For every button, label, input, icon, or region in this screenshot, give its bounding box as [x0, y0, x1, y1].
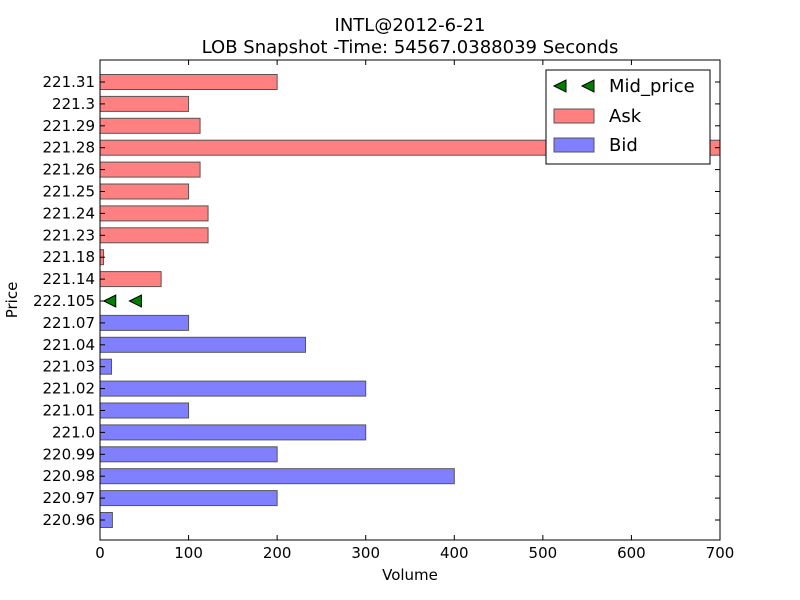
legend-label-mid-price: Mid_price	[609, 76, 695, 97]
y-tick-label: 221.3	[52, 95, 95, 113]
y-tick-label: 221.03	[43, 358, 96, 376]
y-tick-label: 221.01	[43, 402, 96, 420]
x-axis: 0 100 200 300 400 500 600 700	[95, 60, 734, 562]
y-tick-label: 220.99	[43, 445, 96, 463]
x-tick-label: 600	[617, 544, 646, 562]
bar-bid-221.01	[99, 402, 190, 419]
y-axis-label: Price	[3, 282, 21, 319]
y-tick-label: 222.105	[33, 292, 95, 310]
x-tick-label: 100	[174, 544, 203, 562]
bar-ask-221.25	[99, 183, 190, 200]
y-axis: 221.31 221.3 221.29 221.28 221.26 221.25 221.2…	[33, 73, 720, 529]
bar-bid-220.99	[99, 446, 278, 463]
bar-ask-221.29	[99, 117, 201, 134]
markers-layer	[102, 294, 142, 308]
bar-bid-221.02	[99, 380, 367, 397]
y-tick-label: 221.25	[43, 183, 96, 201]
mid-price-marker-1	[102, 294, 117, 308]
plot-frame	[99, 59, 721, 541]
chart-subtitle: LOB Snapshot -Time: 54567.0388039 Second…	[202, 37, 619, 58]
y-tick-label: 221.04	[43, 336, 96, 354]
x-tick-label: 200	[263, 544, 292, 562]
bar-ask-221.24	[99, 205, 209, 222]
bar-ask-221.23	[99, 227, 209, 244]
legend-marker-mid-price-2	[580, 79, 595, 93]
bar-bid-221.0	[99, 424, 367, 441]
y-tick-label: 221.31	[43, 73, 96, 91]
x-tick-label: 300	[351, 544, 380, 562]
legend-marker-mid-price-1	[552, 79, 567, 93]
bar-ask-221.26	[99, 161, 201, 178]
y-tick-label: 221.23	[43, 226, 96, 244]
x-axis-label: Volume	[382, 566, 438, 584]
legend-label-bid: Bid	[609, 135, 638, 156]
y-tick-label: 220.98	[43, 467, 96, 485]
bar-ask-221.31	[99, 74, 278, 90]
y-tick-label: 221.29	[43, 117, 96, 135]
y-tick-label: 221.24	[43, 204, 96, 222]
y-tick-label: 221.0	[52, 423, 95, 441]
y-tick-label: 221.26	[43, 161, 96, 179]
mid-price-marker-2	[128, 294, 142, 308]
bar-bid-220.98	[99, 468, 455, 485]
bar-ask-221.3	[99, 95, 190, 112]
legend: Mid_price Ask Bid	[545, 69, 711, 165]
x-tick-label: 500	[529, 544, 558, 562]
legend-swatch-ask	[553, 108, 595, 124]
y-tick-label: 220.97	[43, 489, 96, 507]
y-tick-label: 221.28	[43, 139, 96, 157]
y-tick-label: 221.18	[43, 248, 96, 266]
x-tick-label: 700	[706, 544, 735, 562]
y-tick-label: 221.02	[43, 380, 96, 398]
legend-swatch-bid	[553, 137, 595, 153]
y-tick-label: 221.07	[43, 314, 96, 332]
bar-bid-221.04	[99, 336, 306, 353]
bar-bid-221.07	[99, 314, 190, 331]
legend-label-ask: Ask	[609, 106, 642, 127]
bar-ask-221.14	[99, 271, 162, 288]
y-tick-label: 221.14	[43, 270, 96, 288]
x-tick-label: 400	[440, 544, 469, 562]
bar-bid-220.97	[99, 490, 278, 507]
y-tick-label: 220.96	[43, 511, 96, 529]
x-tick-label: 0	[95, 544, 105, 562]
chart-title: INTL@2012-6-21	[335, 15, 486, 36]
